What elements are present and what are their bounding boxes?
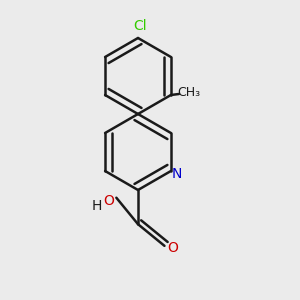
Text: N: N	[172, 167, 182, 181]
Text: H: H	[91, 199, 101, 213]
Text: CH₃: CH₃	[177, 86, 200, 100]
Text: O: O	[103, 194, 114, 208]
Text: Cl: Cl	[133, 19, 147, 33]
Text: O: O	[167, 241, 178, 255]
